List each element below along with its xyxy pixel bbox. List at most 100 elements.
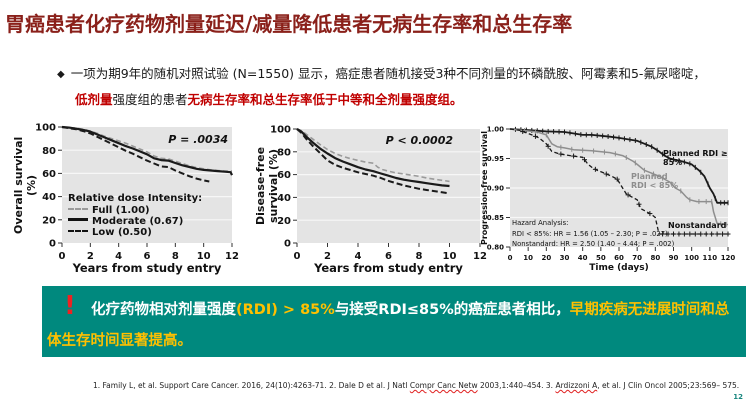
svg-text:10: 10 — [523, 254, 533, 262]
low-dose-line-swatch — [68, 230, 88, 232]
legend-item-label: Moderate (0.67) — [92, 216, 184, 227]
text-segment: , et al. J Clin Oncol 2005;23:569– 575. — [597, 381, 740, 390]
hazard-analysis-text: Hazard Analysis: RDI < 85%: HR = 1.56 (1… — [512, 218, 674, 250]
text-segment: Ardizzoni A — [555, 381, 598, 390]
svg-text:8: 8 — [416, 251, 423, 262]
legend: Relative dose Intensity: Full (1.00) Mod… — [68, 193, 202, 238]
curve-label-planned-rdi-low: Planned RDI < 85% — [631, 172, 679, 190]
text-segment: 无病生存率和总生存率低于中等和全剂量强度组。 — [187, 91, 463, 107]
svg-text:80: 80 — [42, 146, 56, 157]
curve-label-planned-rdi-high: Planned RDI ≥ 85% — [663, 149, 728, 167]
y-axis-label-progression-free: Progression-free survival — [480, 131, 489, 245]
svg-text:0: 0 — [59, 251, 66, 262]
full-dose-line-swatch — [68, 208, 88, 210]
svg-text:12: 12 — [225, 251, 239, 262]
svg-text:0: 0 — [284, 239, 291, 250]
svg-text:120: 120 — [721, 254, 736, 262]
bullet-block: ◆ 一项为期9年的随机对照试验 (N=1550) 显示，癌症患者随机接受3种不同剂… — [57, 66, 739, 107]
svg-text:8: 8 — [172, 251, 179, 262]
legend-title: Relative dose Intensity: — [68, 193, 203, 204]
text-segment: 2003,1:440–454. 3. — [477, 381, 556, 390]
text-segment: 与接受RDI≤85%的癌症患者相比， — [334, 302, 570, 318]
svg-text:90: 90 — [669, 254, 679, 262]
x-axis-label-years: Years from study entry — [72, 261, 222, 275]
bullet-line-1: ◆ 一项为期9年的随机对照试验 (N=1550) 显示，癌症患者随机接受3种不同剂… — [57, 66, 739, 83]
svg-text:4: 4 — [115, 251, 122, 262]
legend-item: Full (1.00) — [68, 205, 202, 216]
svg-text:2: 2 — [87, 251, 94, 262]
bullet-text-line2: 低剂量强度组的患者无病生存率和总生存率低于中等和全剂量强度组。 — [57, 92, 739, 108]
p-value-annotation: P = .0034 — [168, 133, 228, 146]
chart-overall-survival: 0 20 40 60 80 100 0 2 4 6 8 10 12 Overall survival (… — [6, 117, 250, 283]
svg-text:2: 2 — [324, 251, 331, 262]
disease-free-survival-plot: 0 20 40 60 80 100 0 2 4 6 8 10 12 — [270, 125, 487, 262]
bullet-diamond-icon: ◆ — [57, 69, 65, 80]
svg-text:12: 12 — [473, 251, 487, 262]
text-segment: 化疗药物相对剂量强度 — [91, 302, 236, 318]
legend-item-label: Low (0.50) — [92, 227, 152, 238]
hazard-line: Hazard Analysis: — [512, 219, 569, 227]
hazard-line: Nonstandard: HR = 2.50 (1.40 – 4.44; P =… — [512, 240, 675, 249]
svg-text:100: 100 — [270, 125, 291, 136]
svg-text:0.80: 0.80 — [487, 244, 504, 252]
svg-text:0.90: 0.90 — [487, 185, 504, 193]
svg-text:80: 80 — [650, 254, 660, 262]
page-number: 12 — [733, 393, 743, 401]
legend-item: Moderate (0.67) — [68, 216, 202, 227]
svg-text:60: 60 — [277, 170, 291, 181]
svg-text:50: 50 — [596, 254, 606, 262]
svg-text:100: 100 — [35, 123, 56, 134]
svg-text:10: 10 — [197, 251, 211, 262]
p-value-annotation: P < 0.0002 — [385, 134, 453, 147]
text-segment: 强度组的患者 — [112, 91, 188, 107]
legend-item: Low (0.50) — [68, 227, 202, 238]
bullet-text-line1: 一项为期9年的随机对照试验 (N=1550) 显示，癌症患者随机接受3种不同剂量… — [70, 66, 706, 81]
svg-text:20: 20 — [541, 254, 551, 262]
overall-survival-plot: 0 20 40 60 80 100 0 2 4 6 8 10 12 — [35, 123, 239, 262]
y-axis-label-disease-free: Disease-free survival (%) — [254, 146, 280, 226]
svg-text:4: 4 — [355, 251, 362, 262]
slide-title: 胃癌患者化疗药物剂量延迟/减量降低患者无病生存率和总生存率 — [5, 12, 573, 36]
svg-text:60: 60 — [42, 169, 56, 180]
chart-progression-free-survival: 0.80 0.85 0.90 0.95 1.00 0 10 20 30 40 50 60 70 80 90 1… — [478, 116, 746, 286]
svg-text:20: 20 — [277, 216, 291, 227]
text-segment: Compr Canc Netw — [409, 381, 478, 390]
progression-free-survival-plot: 0.80 0.85 0.90 0.95 1.00 0 10 20 30 40 50 60 70 80 90 1… — [487, 126, 736, 262]
references: 1. Family L, et al. Support Care Cancer.… — [93, 381, 739, 390]
legend-item-label: Full (1.00) — [92, 205, 150, 216]
svg-text:0: 0 — [294, 251, 301, 262]
x-axis-label-years: Years from study entry — [314, 261, 463, 275]
svg-text:0.85: 0.85 — [487, 214, 504, 222]
text-segment: (RDI) > 85% — [236, 302, 335, 318]
exclamation-icon: ! — [64, 291, 76, 321]
svg-text:0.95: 0.95 — [487, 155, 504, 163]
x-axis-label-time-days: Time (days) — [589, 263, 649, 273]
text-segment: 早期疾病无进展时间和总体生存时间显著提高。 — [47, 302, 730, 349]
y-axis-label-overall-survival: Overall survival (%) — [12, 136, 38, 234]
chart-disease-free-survival: 0 20 40 60 80 100 0 2 4 6 8 10 12 Disease-free survi… — [250, 117, 487, 283]
curve-label-nonstandard: Nonstandard — [668, 221, 727, 230]
svg-text:1.00: 1.00 — [487, 126, 504, 134]
text-segment: 低剂量 — [75, 91, 113, 107]
svg-text:10: 10 — [443, 251, 457, 262]
svg-text:70: 70 — [632, 254, 642, 262]
svg-text:40: 40 — [578, 254, 588, 262]
key-message-banner: ! 化疗药物相对剂量强度(RDI) > 85%与接受RDI≤85%的癌症患者相比… — [42, 286, 746, 357]
moderate-dose-line-swatch — [68, 218, 88, 221]
svg-text:40: 40 — [42, 192, 56, 203]
svg-text:100: 100 — [684, 254, 699, 262]
banner-text: 化疗药物相对剂量强度(RDI) > 85%与接受RDI≤85%的癌症患者相比，早… — [42, 286, 746, 357]
svg-text:20: 20 — [42, 215, 56, 226]
svg-text:6: 6 — [144, 251, 151, 262]
svg-text:0: 0 — [49, 239, 56, 250]
text-segment: 1. Family L, et al. Support Care Cancer.… — [93, 381, 410, 390]
svg-text:80: 80 — [277, 147, 291, 158]
hazard-line: RDI < 85%: HR = 1.56 (1.05 – 2.30; P = .… — [512, 229, 668, 238]
svg-text:60: 60 — [614, 254, 624, 262]
svg-text:6: 6 — [385, 251, 392, 262]
svg-text:30: 30 — [560, 254, 570, 262]
svg-text:40: 40 — [277, 193, 291, 204]
svg-text:110: 110 — [703, 254, 718, 262]
svg-text:0: 0 — [508, 254, 513, 262]
